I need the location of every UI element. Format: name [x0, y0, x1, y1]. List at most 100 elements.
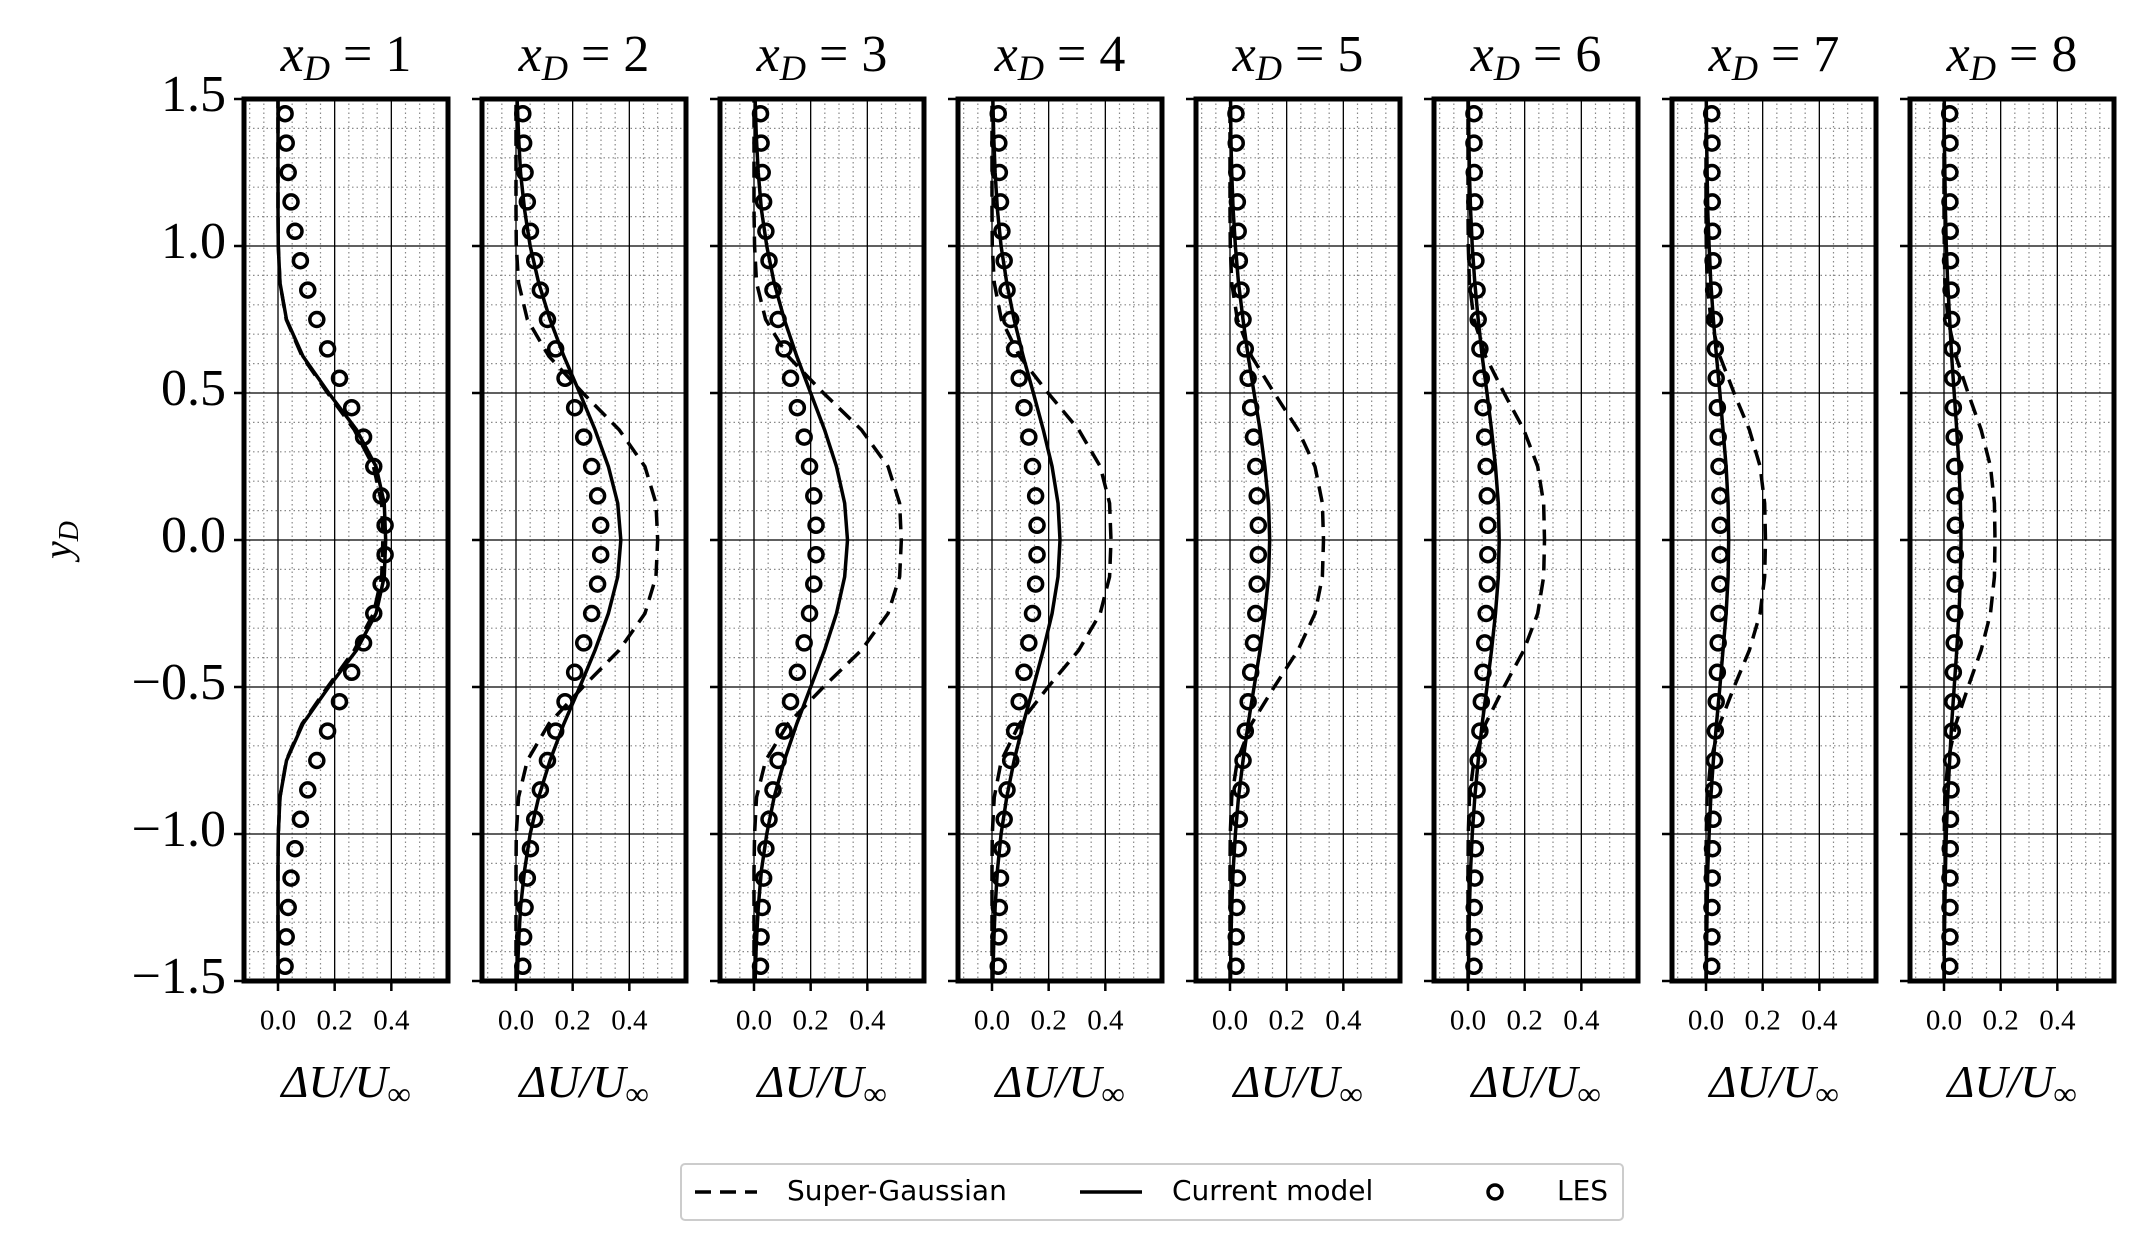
legend-box — [680, 1163, 1624, 1221]
les-point — [1466, 869, 1484, 887]
les-point — [1707, 369, 1725, 388]
les-point — [1471, 722, 1489, 740]
les-point — [1468, 781, 1486, 799]
les-point — [277, 134, 295, 152]
les-point — [1709, 428, 1727, 446]
les-point — [757, 222, 775, 241]
les-point — [1247, 604, 1265, 623]
legend-marker — [1486, 1183, 1504, 1201]
x-tick-label: 0.2 — [1269, 1005, 1305, 1037]
les-point — [1706, 722, 1725, 740]
les-point — [1020, 634, 1038, 652]
les-point — [1239, 369, 1257, 388]
les-point — [1704, 281, 1723, 299]
les-point — [1703, 134, 1721, 152]
les-point — [1703, 163, 1721, 182]
les-point — [1474, 398, 1492, 417]
x-tick-label: 0.4 — [1563, 1005, 1600, 1037]
panel-frame — [1431, 96, 1641, 984]
les-point — [1705, 310, 1724, 329]
les-point — [752, 134, 770, 152]
les-point — [342, 663, 361, 682]
les-point — [1941, 898, 1959, 917]
y-tick-label: 1.5 — [161, 66, 226, 123]
x-tick-label: 0.0 — [260, 1005, 296, 1037]
les-point — [1232, 281, 1250, 299]
les-point — [781, 369, 800, 388]
les-point — [1466, 839, 1485, 858]
les-point — [1711, 487, 1729, 505]
les-point — [282, 869, 300, 887]
les-point — [556, 692, 574, 711]
les-point — [1941, 839, 1959, 858]
les-point — [1945, 634, 1963, 652]
les-point — [1236, 340, 1255, 358]
les-point — [1465, 104, 1483, 123]
x-tick-label: 0.0 — [1450, 1005, 1486, 1037]
les-point — [531, 781, 550, 799]
x-tick-label: 0.0 — [1688, 1005, 1724, 1037]
les-point — [1946, 575, 1964, 593]
model-line — [753, 98, 850, 982]
y-tick-label: 0.0 — [161, 507, 226, 564]
x-axis-label: ΔU/U∞ — [993, 1056, 1124, 1112]
les-point — [1703, 898, 1721, 917]
les-point — [354, 428, 373, 446]
les-point — [1239, 692, 1257, 711]
les-point — [805, 487, 823, 505]
les-point — [751, 957, 770, 976]
les-point — [279, 898, 297, 917]
les-point — [1708, 398, 1727, 417]
les-point — [1465, 163, 1483, 182]
panel-frame — [479, 96, 689, 984]
x-axis-label: ΔU/U∞ — [1469, 1056, 1600, 1112]
les-point — [788, 663, 807, 682]
les-point — [1475, 634, 1494, 652]
y-tick-label: 0.5 — [161, 360, 226, 417]
x-tick-label: 0.4 — [1087, 1005, 1124, 1037]
les-point — [1228, 869, 1247, 887]
les-point — [365, 604, 383, 623]
les-point — [574, 634, 593, 652]
les-point — [318, 340, 337, 358]
les-point — [760, 251, 778, 270]
les-point — [995, 251, 1013, 270]
x-axis-label: ΔU/U∞ — [1945, 1056, 2076, 1112]
les-point — [1001, 751, 1020, 770]
les-point — [1705, 751, 1724, 770]
les-point — [286, 222, 304, 241]
model-line — [276, 99, 388, 981]
x-tick-label: 0.2 — [317, 1005, 353, 1037]
les-point — [990, 928, 1008, 946]
les-point — [1234, 751, 1252, 770]
les-point — [764, 781, 782, 799]
les-point — [769, 310, 787, 329]
x-tick-label: 0.2 — [1507, 1005, 1543, 1037]
les-point — [318, 722, 337, 740]
les-point — [514, 957, 532, 976]
les-point — [795, 428, 813, 446]
panel-title: xD = 1 — [280, 26, 412, 88]
les-point — [1228, 193, 1247, 211]
les-point — [990, 134, 1008, 152]
x-tick-label: 0.4 — [1325, 1005, 1362, 1037]
y-tick-label: −1.5 — [132, 948, 226, 1005]
les-point — [1479, 516, 1497, 535]
les-point — [1711, 545, 1729, 564]
les-point — [1227, 957, 1245, 976]
les-point — [1230, 810, 1249, 829]
les-point — [807, 516, 825, 535]
les-point — [299, 781, 317, 799]
les-point — [1941, 869, 1959, 887]
les-point — [751, 104, 770, 123]
les-point — [800, 457, 819, 476]
les-point — [1230, 251, 1249, 270]
les-point — [1944, 692, 1962, 711]
les-point — [1227, 928, 1245, 946]
les-point — [1704, 810, 1722, 829]
les-point — [276, 957, 294, 976]
les-point — [1466, 222, 1485, 241]
y-axis-label: yD — [35, 521, 85, 563]
les-point — [525, 251, 544, 270]
les-point — [299, 281, 317, 299]
